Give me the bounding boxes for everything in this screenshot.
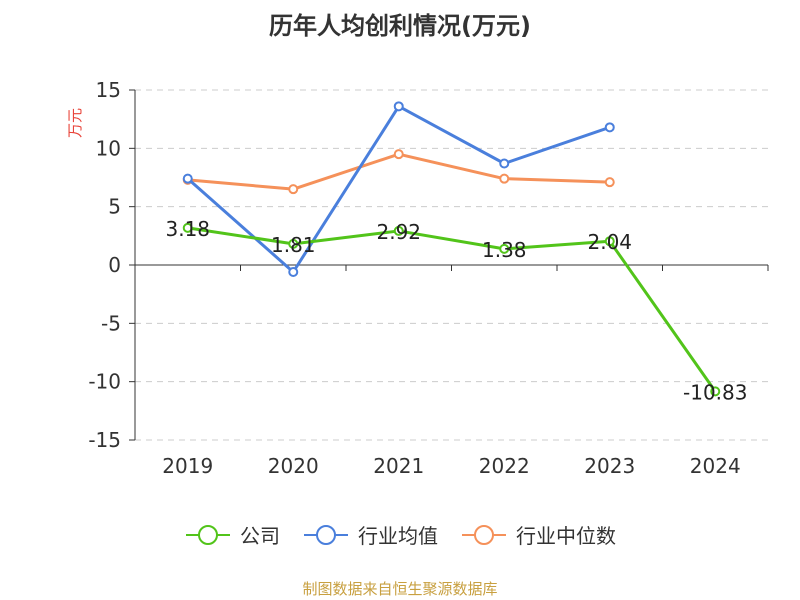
data-point-0 <box>393 225 404 236</box>
x-tick-label: 2024 <box>690 454 741 478</box>
data-label: 1.38 <box>482 238 527 262</box>
y-tick-label: 15 <box>96 78 121 102</box>
x-tick-label: 2022 <box>479 454 530 478</box>
legend-label-industry-median: 行业中位数 <box>516 524 616 548</box>
data-point-2 <box>604 177 615 188</box>
legend: 公司 行业均值 行业中位数 <box>0 520 800 549</box>
x-tick-label: 2023 <box>584 454 635 478</box>
data-point-0 <box>182 222 193 233</box>
data-label: 1.81 <box>271 233 316 257</box>
y-tick-label: 10 <box>96 136 121 160</box>
y-tick-label: -10 <box>88 370 121 394</box>
data-point-1 <box>182 173 193 184</box>
data-point-2 <box>499 173 510 184</box>
data-label: 2.92 <box>376 220 421 244</box>
y-tick-label: 0 <box>108 253 121 277</box>
x-tick-label: 2019 <box>162 454 213 478</box>
y-tick-label: -5 <box>101 311 121 335</box>
legend-label-company: 公司 <box>240 524 280 548</box>
legend-item-company[interactable]: 公司 <box>184 520 280 549</box>
data-label: 2.04 <box>587 230 632 254</box>
series-line-0 <box>187 226 717 393</box>
x-tick-label: 2021 <box>373 454 424 478</box>
data-point-2 <box>393 149 404 160</box>
data-point-0 <box>288 238 299 249</box>
data-point-1 <box>393 101 404 112</box>
y-axis-title: 万元 <box>66 108 84 138</box>
y-tick-label: -15 <box>88 428 121 452</box>
data-point-1 <box>499 158 510 169</box>
data-point-1 <box>288 267 299 277</box>
legend-item-industry-mean[interactable]: 行业均值 <box>302 520 438 549</box>
data-label: 3.18 <box>165 217 210 241</box>
data-label: -10.83 <box>683 380 747 404</box>
y-tick-label: 5 <box>108 195 121 219</box>
legend-label-industry-mean: 行业均值 <box>358 524 438 548</box>
series-line-2 <box>187 152 610 191</box>
legend-marker-industry-median-icon <box>462 524 506 545</box>
data-point-0 <box>604 236 615 247</box>
data-point-0 <box>499 243 510 254</box>
legend-item-industry-median[interactable]: 行业中位数 <box>460 520 616 549</box>
x-tick-label: 2020 <box>268 454 319 478</box>
chart-title: 历年人均创利情况(万元) <box>269 12 531 40</box>
data-point-1 <box>604 122 615 133</box>
legend-marker-industry-mean-icon <box>304 524 348 545</box>
legend-marker-company-icon <box>186 524 230 545</box>
data-point-0 <box>710 386 721 397</box>
data-point-2 <box>288 184 299 195</box>
source-note: 制图数据来自恒生聚源数据库 <box>302 580 498 598</box>
